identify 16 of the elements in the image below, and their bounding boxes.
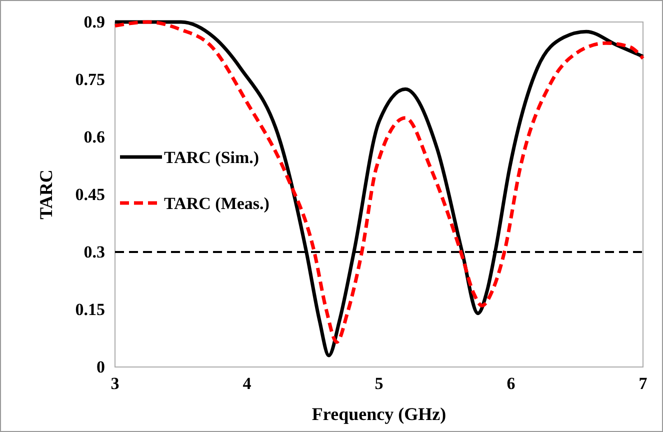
legend-label: TARC (Meas.) bbox=[164, 194, 270, 213]
x-tick-label: 6 bbox=[506, 374, 516, 394]
y-tick-label: 0.9 bbox=[84, 12, 105, 32]
x-tick-label: 4 bbox=[242, 374, 252, 394]
x-tick-label: 3 bbox=[110, 374, 120, 394]
y-tick-label: 0.3 bbox=[84, 242, 105, 262]
x-tick-label: 5 bbox=[374, 374, 384, 394]
y-tick-label: 0.45 bbox=[75, 184, 105, 204]
y-tick-label: 0 bbox=[96, 357, 105, 376]
x-axis-title: Frequency (GHz) bbox=[312, 404, 446, 424]
y-tick-label: 0.6 bbox=[84, 127, 105, 146]
y-tick-label: 0.75 bbox=[75, 70, 105, 89]
x-tick-label: 7 bbox=[638, 374, 648, 394]
y-axis-title: TARC bbox=[36, 170, 56, 220]
y-tick-label: 0.15 bbox=[75, 300, 105, 319]
legend-label: TARC (Sim.) bbox=[164, 148, 260, 167]
